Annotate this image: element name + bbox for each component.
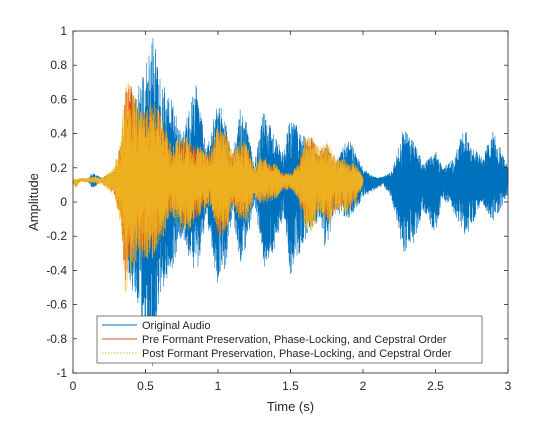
x-axis: 0 0.5 1 1.5 2 2.5 3: [70, 31, 512, 393]
series-layer: [72, 38, 509, 367]
y-tick-label: 0.4: [50, 127, 67, 141]
y-tick-label: -0.4: [46, 263, 67, 277]
series-line-post-formant: [72, 81, 364, 293]
x-tick-label: 1: [215, 379, 222, 393]
y-tick-label: 0.2: [50, 161, 67, 175]
legend-box: [96, 315, 483, 364]
y-axis-title: Amplitude: [26, 173, 41, 231]
x-tick-label: 1.5: [282, 379, 299, 393]
legend-label-post-formant: Post Formant Preservation, Phase-Locking…: [142, 348, 452, 360]
x-tick-label: 3: [505, 379, 512, 393]
y-tick-label: -0.6: [46, 298, 67, 312]
legend-label-pre-formant: Pre Formant Preservation, Phase-Locking,…: [142, 334, 447, 346]
legend-label-original-audio: Original Audio: [142, 320, 211, 332]
x-axis-title: Time (s): [267, 399, 314, 414]
y-tick-label: 0.6: [50, 92, 67, 106]
x-tick-label: 0.5: [137, 379, 154, 393]
y-tick-label: -0.2: [46, 229, 67, 243]
y-tick-label: -1: [56, 366, 67, 380]
y-tick-label: -0.8: [46, 332, 67, 346]
x-tick-label: 2.5: [427, 379, 444, 393]
y-tick-label: 0.8: [50, 58, 67, 72]
series-line-original-audio: [72, 38, 509, 367]
y-axis: -1 -0.8 -0.6 -0.4 -0.2 0 0.2 0.4 0.6 0.8 1: [46, 24, 508, 380]
y-tick-label: 1: [60, 24, 67, 38]
x-tick-label: 0: [70, 379, 77, 393]
x-tick-label: 2: [360, 379, 367, 393]
y-tick-label: 0: [60, 195, 67, 209]
legend: Original Audio Pre Formant Preservation,…: [96, 315, 483, 364]
